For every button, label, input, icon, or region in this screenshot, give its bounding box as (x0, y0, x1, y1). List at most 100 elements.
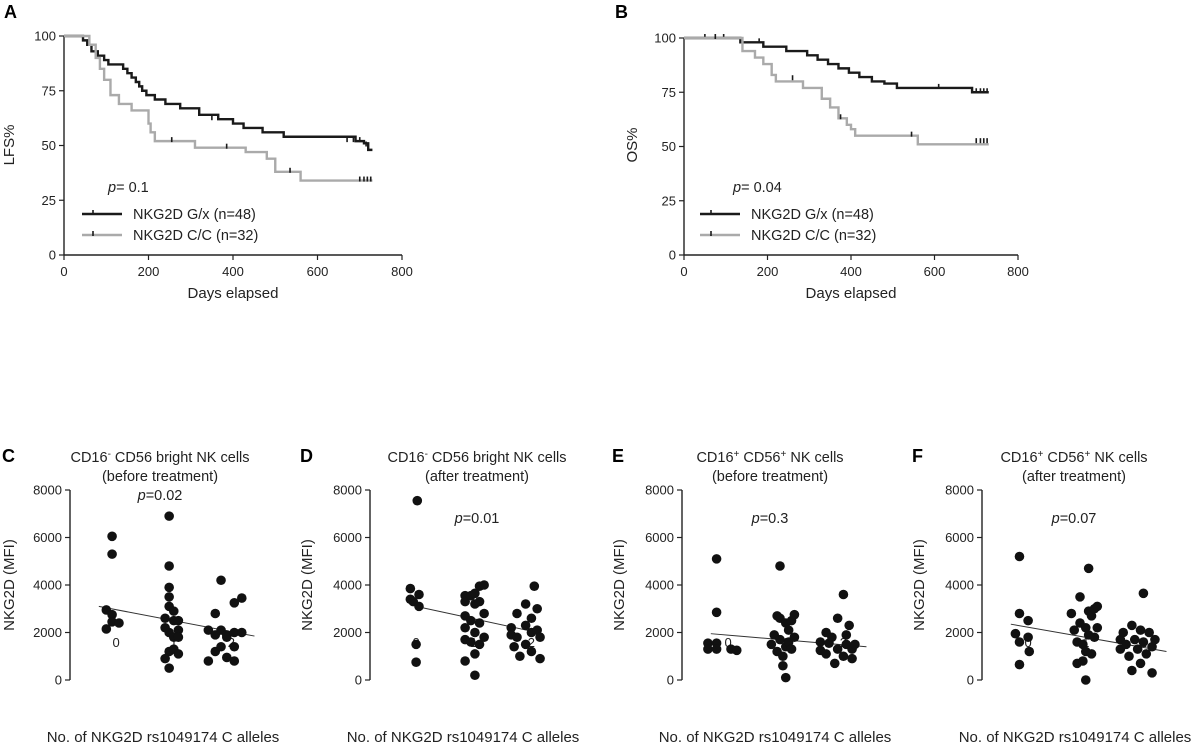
data-point (778, 651, 788, 662)
data-point (1023, 615, 1033, 626)
y-axis-label: NKG2D (MFI) (1, 539, 18, 631)
y-tick-label: 8000 (333, 483, 362, 498)
panel-letter: A (4, 2, 17, 22)
data-point (229, 641, 240, 652)
y-axis-label: NKG2D (MFI) (299, 539, 316, 631)
data-point (1075, 592, 1085, 602)
data-point (1023, 632, 1033, 643)
p-value: p=0.3 (751, 511, 789, 527)
data-point (775, 634, 785, 645)
data-point (460, 622, 470, 633)
y-tick-label: 50 (662, 139, 676, 154)
y-tick-label: 8000 (645, 483, 674, 498)
data-point (479, 608, 489, 619)
data-point (414, 601, 424, 612)
data-point (1014, 659, 1025, 670)
data-point (520, 639, 531, 650)
data-point (520, 599, 531, 609)
y-tick-label: 2000 (33, 625, 62, 640)
scatter-panel-e: E CD16+ CD56+ NK cells (before treatment) p… (611, 446, 891, 745)
chart-title-line1: CD16- CD56 bright NK cells (387, 449, 566, 467)
data-point (460, 656, 470, 666)
data-point (766, 639, 777, 650)
data-point (711, 554, 722, 564)
data-point (1083, 563, 1094, 574)
y-tick-label: 6000 (33, 530, 62, 545)
legend-label: NKG2D C/C (n=32) (751, 228, 876, 244)
x-tick-label: 800 (391, 264, 413, 279)
data-point (411, 639, 421, 650)
data-point (470, 670, 480, 681)
data-point (474, 618, 485, 628)
data-point (1135, 658, 1146, 669)
x-tick-label: 0 (725, 635, 732, 650)
km-panel-b: B 0 200 400 600 800 0 25 50 75 100 Days elapsed OS% p… (615, 2, 1029, 302)
data-point (1069, 625, 1080, 635)
km-curve-series-1 (684, 36, 989, 94)
scatter-panel-d: D CD16- CD56 bright NK cells (after treatm… (299, 446, 579, 745)
x-tick-label: 2 (528, 635, 535, 650)
data-point (173, 625, 184, 635)
data-point (164, 592, 174, 602)
x-tick-label: 1 (170, 635, 177, 650)
data-point (411, 657, 421, 667)
y-tick-label: 2000 (333, 625, 362, 640)
data-point (470, 588, 480, 599)
data-point (1118, 627, 1129, 638)
x-tick-label: 600 (924, 264, 946, 279)
data-point (1138, 588, 1149, 599)
x-tick-label: 2 (228, 635, 235, 650)
p-value: p=0.02 (137, 488, 183, 504)
p-value: p= 0.1 (107, 180, 149, 196)
data-point (173, 649, 184, 659)
data-point (229, 627, 240, 638)
data-point (160, 622, 170, 633)
data-point (1089, 632, 1100, 643)
x-axis-label: Days elapsed (806, 285, 897, 302)
y-tick-label: 0 (55, 673, 62, 688)
data-point (1066, 608, 1077, 619)
panel-letter: E (612, 446, 624, 466)
data-point (703, 644, 713, 654)
chart-title-line2: (before treatment) (102, 469, 218, 485)
data-point (1141, 649, 1152, 659)
y-tick-label: 4000 (333, 578, 362, 593)
data-point (520, 620, 531, 631)
data-point (1144, 627, 1154, 638)
data-point (789, 632, 800, 643)
data-point (829, 658, 840, 669)
data-point (844, 620, 854, 631)
data-point (164, 561, 174, 571)
y-tick-label: 75 (42, 83, 56, 98)
data-point (236, 627, 247, 638)
x-tick-label: 0 (113, 635, 120, 650)
y-tick-label: 6000 (645, 530, 674, 545)
data-point (778, 660, 788, 671)
data-point (466, 637, 476, 647)
y-tick-label: 75 (662, 85, 676, 100)
y-tick-label: 0 (355, 673, 362, 688)
data-point (1078, 656, 1088, 666)
data-point (470, 627, 480, 638)
data-point (229, 598, 240, 608)
data-point (535, 653, 545, 664)
p-value: p= 0.04 (732, 180, 782, 196)
y-axis-label: OS% (624, 127, 641, 162)
data-point (711, 644, 722, 654)
data-point (216, 575, 226, 586)
data-point (414, 589, 424, 600)
data-point (107, 609, 117, 620)
y-tick-label: 4000 (645, 578, 674, 593)
data-point (1010, 628, 1021, 639)
panel-letter: D (300, 446, 313, 466)
km-curve-series-2 (684, 36, 989, 146)
data-point (164, 663, 174, 673)
data-point (1150, 634, 1160, 645)
p-value: p=0.01 (454, 511, 500, 527)
data-point (1127, 620, 1137, 631)
data-point (783, 625, 794, 635)
x-tick-label: 400 (840, 264, 862, 279)
y-tick-label: 2000 (645, 625, 674, 640)
y-tick-label: 6000 (945, 530, 974, 545)
